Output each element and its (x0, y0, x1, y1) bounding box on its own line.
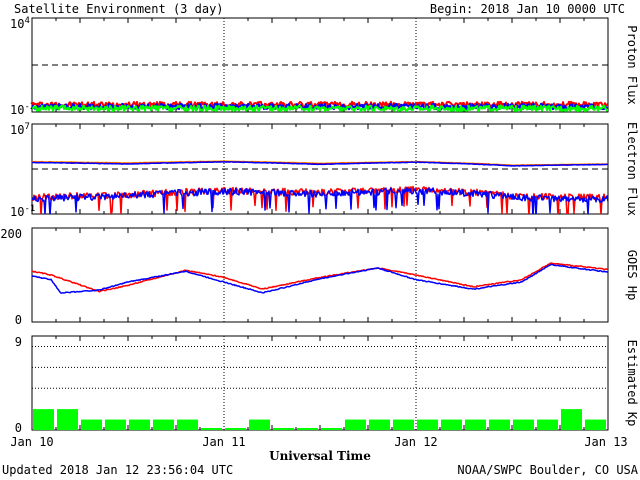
kp-bar (153, 419, 174, 430)
kp-bar (81, 419, 102, 430)
kp-bar (273, 428, 294, 430)
kp-bar (465, 419, 486, 430)
y-tick-label: 0 (15, 313, 22, 327)
series-line (32, 102, 608, 111)
y-tick-label: 10-2 (10, 102, 35, 117)
begin-time: Begin: 2018 Jan 10 0000 UTC (430, 2, 625, 16)
kp-bar (441, 419, 462, 430)
panel-data-layer (32, 160, 608, 214)
series-line (32, 160, 608, 167)
kp-bar (57, 409, 78, 430)
y-axis-label: Estimated Kp (625, 340, 639, 427)
kp-bar (129, 419, 150, 430)
y-axis-label: Electron Flux (625, 122, 639, 216)
kp-bar (489, 419, 510, 430)
y-tick-label: 107 (10, 122, 30, 137)
kp-bar (33, 409, 54, 430)
kp-bar (393, 419, 414, 430)
y-tick-label: 0 (15, 421, 22, 435)
y-tick-label: 10-1 (10, 204, 35, 219)
x-axis-label: Universal Time (269, 449, 371, 463)
kp-bar (369, 419, 390, 430)
kp-bar (585, 419, 606, 430)
kp-bar (177, 419, 198, 430)
kp-bar (345, 419, 366, 430)
panel-data-layer (32, 100, 608, 112)
series-line (32, 104, 608, 112)
x-tick-label: Jan 13 (584, 435, 627, 449)
y-tick-label: 104 (10, 16, 30, 31)
kp-bar (561, 409, 582, 430)
chart-title: Satellite Environment (3 day) (14, 2, 224, 16)
series-line (32, 262, 608, 293)
panel-frame (31, 227, 609, 323)
panel-frame (31, 335, 609, 431)
x-tick-label: Jan 10 (10, 435, 53, 449)
kp-bar (201, 428, 222, 430)
kp-bar (105, 419, 126, 430)
x-tick-label: Jan 11 (202, 435, 245, 449)
panel-data-layer (32, 262, 608, 294)
kp-bar (297, 428, 318, 430)
updated-time: Updated 2018 Jan 12 23:56:04 UTC (2, 463, 233, 477)
credit: NOAA/SWPC Boulder, CO USA (457, 463, 638, 477)
panel-data-layer (33, 409, 606, 430)
y-axis-label: Proton Flux (625, 25, 639, 104)
y-tick-label: 200 (0, 227, 22, 241)
kp-bar (249, 419, 270, 430)
y-axis-label: GOES Hp (625, 250, 639, 301)
y-tick-label: 9 (15, 335, 22, 349)
kp-bar (417, 419, 438, 430)
kp-bar (537, 419, 558, 430)
kp-bar (321, 428, 342, 430)
series-line (32, 187, 608, 214)
kp-bar (225, 428, 246, 430)
series-line (32, 263, 608, 294)
x-tick-label: Jan 12 (394, 435, 437, 449)
kp-bar (513, 419, 534, 430)
panel-frame (31, 17, 609, 113)
